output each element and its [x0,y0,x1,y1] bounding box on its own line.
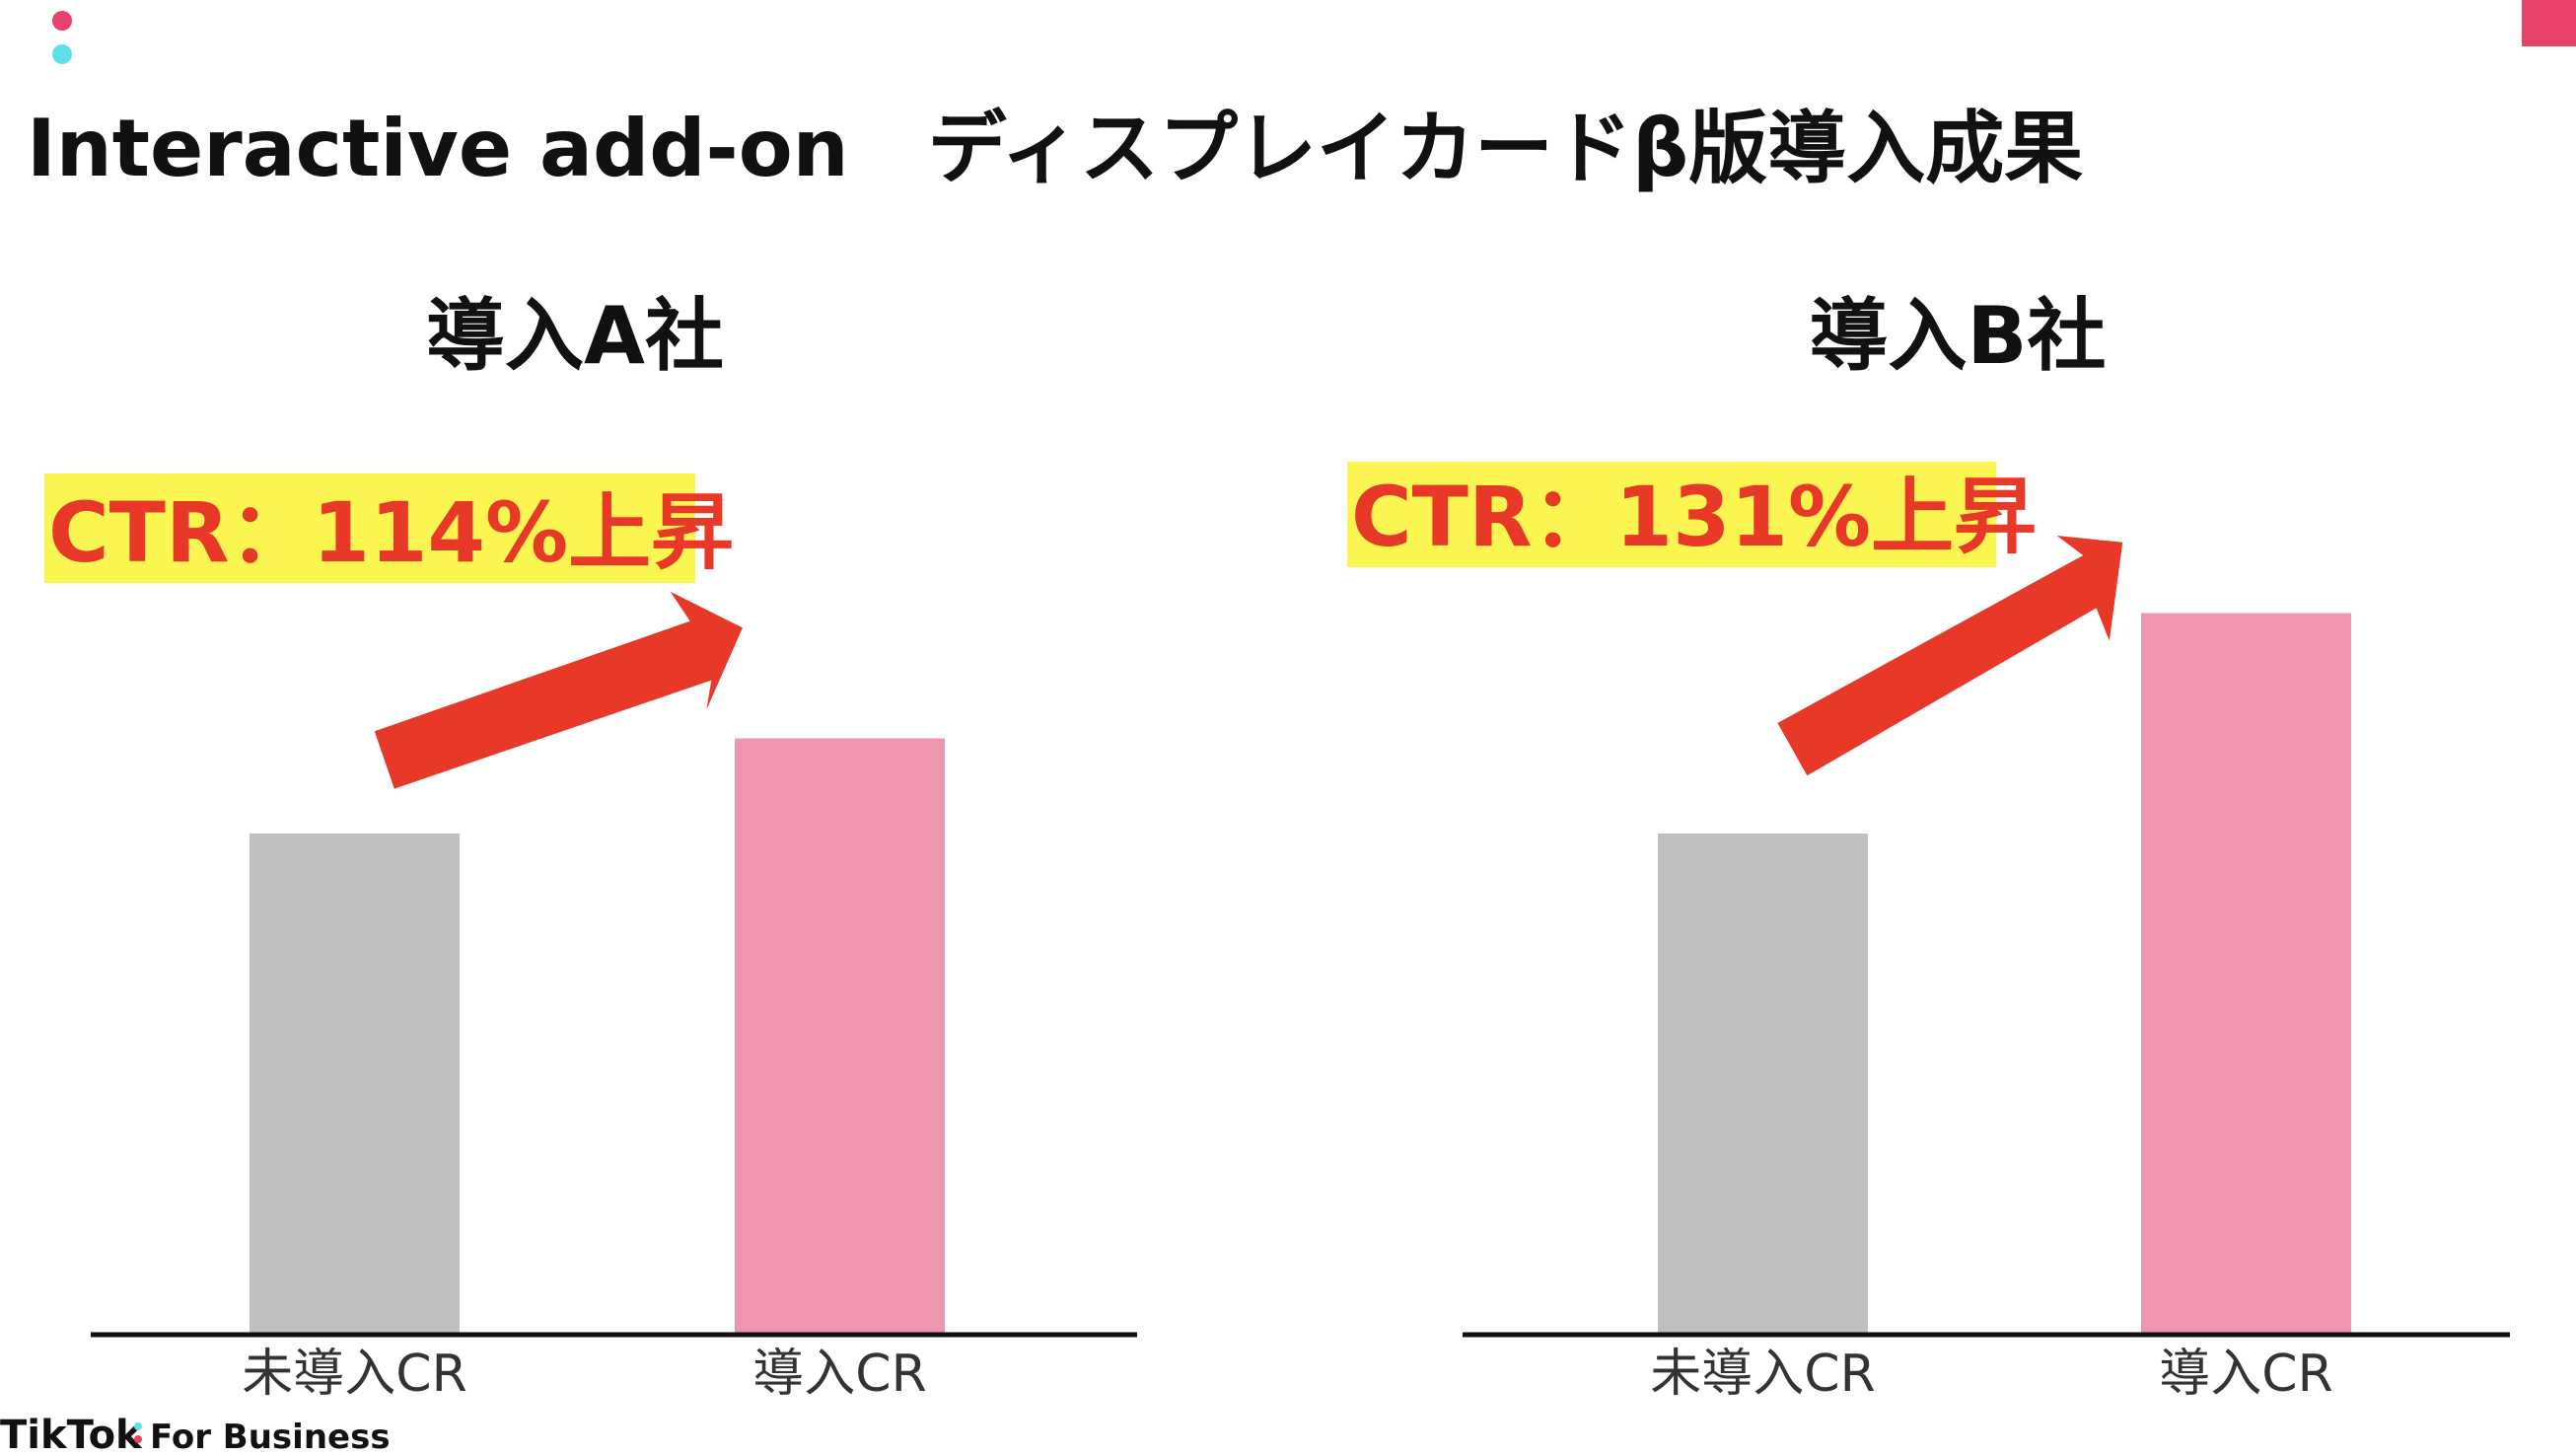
bar [250,834,460,1335]
annotation: CTR：131%上昇 [1351,469,2037,565]
annotation-highlight [1347,462,1996,567]
arrows [374,536,2123,789]
footer-dot [134,1422,142,1430]
footer-brand: TikTok [0,1413,143,1456]
arrow [1777,536,2123,776]
bar [1658,834,1868,1335]
logo-dot [52,44,72,64]
x-tick-label: 導入CR [752,1345,926,1404]
x-tick-label: 導入CR [2159,1345,2332,1404]
bar [2141,613,2351,1335]
logo-dot [52,11,72,31]
x-tick-label: 未導入CR [1650,1345,1875,1404]
annotation-highlight [44,473,695,583]
x-tick-label: 未導入CR [242,1345,466,1404]
chart-title: 導入A社 [426,290,724,382]
corner-mark [2522,0,2576,46]
bar [735,738,945,1335]
footer-dot [134,1435,142,1443]
annotation: CTR：114%上昇 [48,484,734,581]
arrow [374,591,743,789]
footer-tagline: For Business [150,1418,391,1456]
slide-title: Interactive add-on ディスプレイカードβ版導入成果 [27,103,2083,194]
chart-title: 導入B社 [1810,290,2107,382]
